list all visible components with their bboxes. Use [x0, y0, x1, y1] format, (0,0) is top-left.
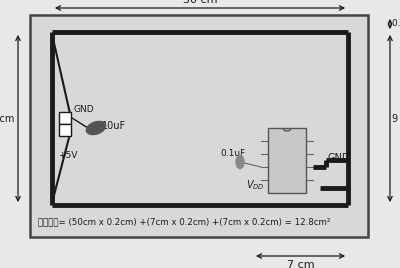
Ellipse shape	[86, 121, 106, 135]
Text: +5V: +5V	[58, 151, 77, 160]
Ellipse shape	[236, 155, 244, 169]
Bar	[59, 112, 71, 124]
Bar	[59, 124, 71, 136]
Text: 0.2 cm: 0.2 cm	[392, 19, 400, 28]
Text: 9 cm: 9 cm	[392, 114, 400, 124]
Text: 10uF: 10uF	[102, 121, 126, 131]
Text: 15 cm: 15 cm	[0, 114, 14, 124]
Bar	[30, 15, 368, 237]
Text: 7 cm: 7 cm	[287, 260, 314, 268]
Text: GND: GND	[73, 105, 94, 114]
Text: $V_{DD}$: $V_{DD}$	[246, 178, 265, 192]
Text: 环路面积= (50cm x 0.2cm) +(7cm x 0.2cm) +(7cm x 0.2cm) = 12.8cm²: 环路面积= (50cm x 0.2cm) +(7cm x 0.2cm) +(7c…	[38, 217, 330, 226]
Text: GND: GND	[328, 153, 350, 163]
Text: 50 cm: 50 cm	[183, 0, 217, 5]
Text: 0.1uF: 0.1uF	[220, 150, 245, 158]
Bar	[268, 128, 306, 193]
